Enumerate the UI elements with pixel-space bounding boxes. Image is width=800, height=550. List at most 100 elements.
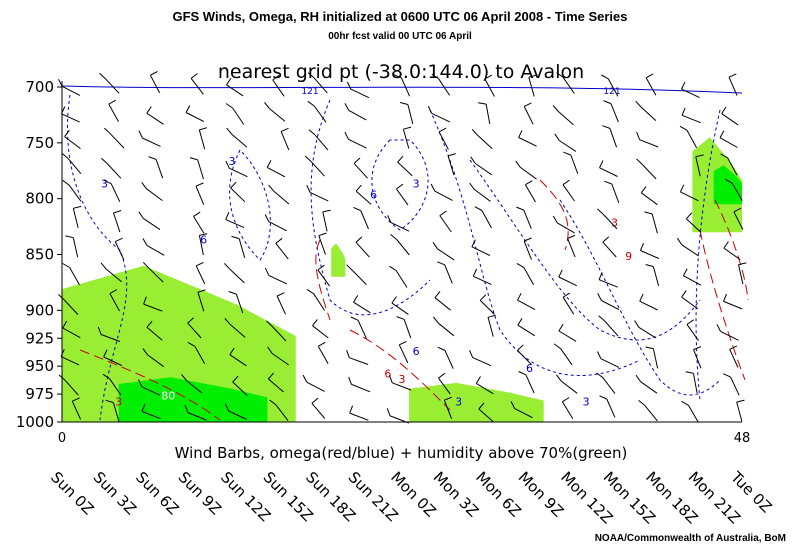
wind-barb-feather: [388, 375, 393, 383]
wind-barb-staff: [485, 104, 491, 124]
wind-barb-staff: [474, 188, 491, 202]
top-contour-label: 121: [301, 87, 318, 97]
wind-barb-staff: [348, 138, 367, 149]
wind-barb: [695, 154, 704, 177]
wind-barb-staff: [105, 268, 122, 283]
wind-barb-staff: [640, 381, 658, 394]
wind-barb-feather: [517, 292, 522, 301]
wind-barb-feather: [484, 74, 493, 80]
wind-barb-staff: [687, 405, 699, 423]
wind-barb-staff: [479, 300, 495, 315]
wind-barb: [195, 182, 205, 205]
wind-barb-staff: [306, 381, 325, 392]
wind-barb-feather: [738, 262, 747, 266]
wind-barb: [639, 293, 658, 311]
wind-barb-staff: [474, 162, 492, 176]
wind-barb-staff: [651, 213, 658, 234]
omega-contour-label: 3: [413, 178, 420, 191]
wind-barb: [146, 320, 163, 341]
wind-barb-feather: [138, 130, 143, 139]
wind-barb-staff: [314, 134, 329, 151]
wind-barb-feather: [518, 371, 527, 376]
wind-barb-staff: [644, 405, 658, 422]
wind-barb-staff: [681, 114, 701, 124]
wind-barb-staff: [268, 221, 287, 232]
omega-positive-contour: [315, 239, 331, 321]
wind-barb-staff: [397, 161, 413, 177]
wind-barb-staff: [68, 184, 82, 202]
wind-barb-staff: [487, 317, 494, 337]
wind-barb-staff: [431, 112, 451, 123]
chart-axes: 700 750 800 850 900 925 950 975 1000: [16, 78, 742, 431]
wind-barb-feather: [725, 178, 733, 184]
wind-barb-staff: [639, 300, 658, 311]
wind-barb: [225, 212, 245, 229]
wind-barb: [562, 179, 575, 202]
wind-barb-staff: [276, 295, 286, 315]
wind-barb-staff: [723, 247, 741, 261]
wind-barb-staff: [271, 326, 287, 342]
wind-barb-feather: [437, 346, 446, 351]
wind-barb: [447, 153, 456, 176]
humidity-region-0-2: [331, 243, 346, 277]
wind-barb-staff: [602, 377, 616, 394]
wind-barb: [604, 180, 620, 203]
wind-barb-staff: [481, 210, 492, 229]
wind-barb-staff: [231, 133, 248, 148]
wind-barb-staff: [64, 379, 79, 396]
wind-barb-staff: [447, 155, 455, 176]
wind-barb: [224, 403, 248, 420]
wind-barb: [720, 153, 738, 176]
wind-barb-feather: [64, 129, 70, 137]
wind-barb-feather: [478, 402, 485, 410]
wind-barb-feather: [229, 347, 235, 355]
wind-barb: [478, 102, 491, 124]
wind-barb-feather: [556, 72, 564, 78]
wind-barb-feather: [62, 179, 70, 186]
wind-barb: [304, 155, 325, 177]
wind-barb: [190, 73, 204, 95]
wind-barb-feather: [268, 184, 275, 192]
wind-barb-feather: [61, 152, 69, 159]
wind-barb-feather: [108, 99, 117, 105]
wind-barb-staff: [141, 410, 161, 420]
wind-barb-feather: [387, 215, 392, 223]
wind-barb-feather: [681, 290, 687, 298]
wind-barb-feather: [729, 345, 738, 350]
wind-barb: [437, 346, 454, 369]
wind-barb: [105, 399, 120, 422]
wind-barb-feather: [686, 319, 694, 325]
wind-barb: [432, 241, 455, 261]
wind-barb-staff: [147, 354, 165, 368]
y-tick-label: 950: [25, 357, 54, 375]
omega-positive-contour: [539, 179, 569, 251]
wind-barb: [61, 152, 82, 175]
wind-barb-feather: [266, 320, 273, 327]
wind-barb-staff: [109, 378, 122, 396]
wind-barb-feather: [355, 236, 363, 243]
wind-barb-feather: [142, 238, 148, 246]
wind-barb: [317, 264, 331, 287]
wind-barb-feather: [525, 180, 533, 186]
wind-barb-feather: [318, 341, 326, 347]
wind-barb-feather: [190, 73, 198, 79]
wind-barb-feather: [528, 74, 537, 78]
wind-barb: [733, 207, 744, 230]
wind-barb-feather: [598, 315, 606, 322]
wind-barb-staff: [520, 166, 537, 180]
wind-barb-feather: [396, 316, 405, 320]
wind-barb-staff: [476, 382, 494, 395]
wind-barb: [597, 351, 620, 368]
wind-barb-staff: [645, 77, 657, 96]
wind-barb: [322, 209, 331, 232]
wind-barb-staff: [313, 105, 327, 123]
wind-barb-feather: [470, 156, 476, 164]
wind-barb-staff: [349, 412, 369, 421]
wind-barb-feather: [517, 318, 523, 326]
wind-barb-staff: [477, 134, 493, 150]
wind-barb-staff: [558, 111, 574, 126]
wind-barb-feather: [437, 261, 445, 266]
wind-barb-feather: [597, 351, 602, 359]
wind-barb-staff: [272, 79, 285, 97]
